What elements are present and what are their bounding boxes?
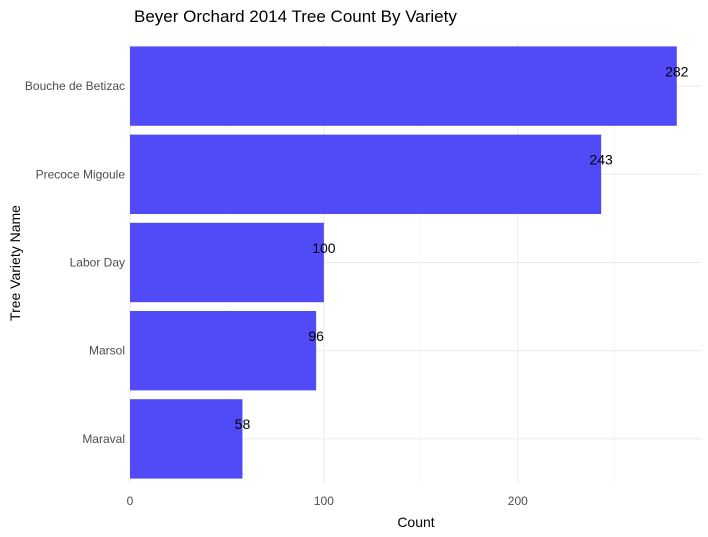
bar-value-label: 282 bbox=[665, 63, 689, 79]
x-axis-tick-labels: 0 100 200 bbox=[127, 494, 528, 508]
y-tick-label: Marsol bbox=[89, 344, 125, 358]
bar-value-label: 96 bbox=[308, 328, 324, 344]
x-tick-label: 0 bbox=[127, 494, 134, 508]
x-axis-title: Count bbox=[397, 514, 434, 530]
y-tick-label: Maraval bbox=[82, 432, 125, 446]
bar-value-label: 100 bbox=[312, 240, 336, 256]
bar bbox=[130, 311, 317, 391]
y-tick-label: Labor Day bbox=[70, 256, 125, 270]
data-labels: 282 243 100 96 58 bbox=[235, 63, 689, 432]
bars bbox=[130, 46, 677, 479]
bar bbox=[130, 134, 602, 214]
bar bbox=[130, 46, 677, 126]
x-tick-label: 200 bbox=[508, 494, 528, 508]
bar-value-label: 243 bbox=[589, 152, 613, 168]
bar bbox=[130, 222, 324, 303]
y-tick-label: Bouche de Betizac bbox=[25, 79, 125, 93]
y-tick-label: Precoce Migoule bbox=[36, 167, 126, 181]
bar bbox=[130, 399, 243, 479]
y-axis-tick-labels: Bouche de Betizac Precoce Migoule Labor Da… bbox=[25, 79, 125, 446]
bar-value-label: 58 bbox=[235, 416, 251, 432]
y-axis-title: Tree Variety Name bbox=[7, 205, 23, 321]
chart-title: Beyer Orchard 2014 Tree Count By Variety bbox=[134, 7, 457, 26]
x-tick-label: 100 bbox=[314, 494, 334, 508]
